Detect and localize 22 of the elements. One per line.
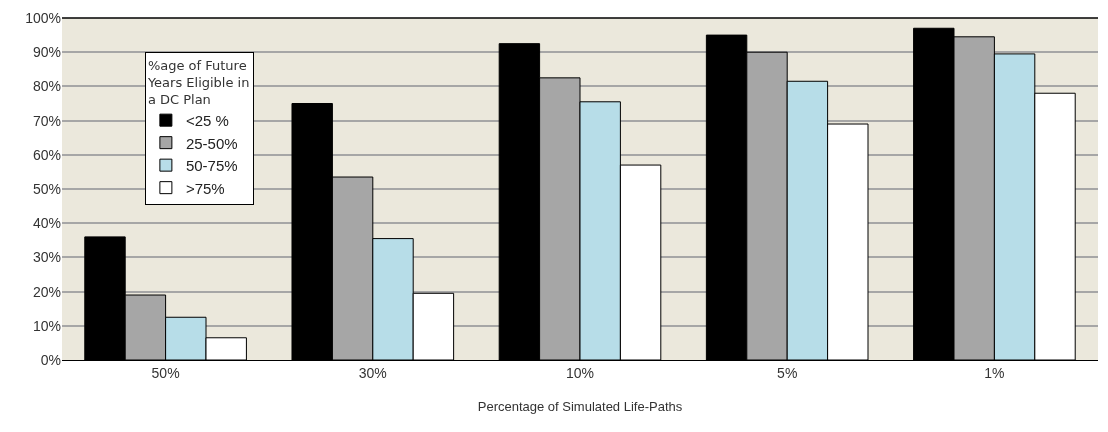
x-tick-label: 5% — [777, 364, 798, 381]
x-tick-label: 10% — [565, 364, 595, 381]
y-tick-label: 20% — [32, 283, 61, 300]
y-tick-label: 50% — [32, 180, 61, 197]
x-tick-label: 1% — [984, 364, 1005, 381]
x-axis-title: Percentage of Simulated Life-Paths — [477, 399, 683, 415]
legend-label: 25-50% — [185, 134, 238, 152]
legend-label: >75% — [185, 179, 225, 197]
legend-title: %age of Future Years Eligible in a DC Plan — [146, 58, 250, 107]
y-tick-label: 10% — [32, 317, 61, 334]
legend-label: <25 % — [185, 112, 229, 129]
y-tick-label: 40% — [32, 215, 61, 232]
legend-label: 50-75% — [185, 157, 238, 174]
y-tick-label: 90% — [32, 44, 61, 61]
y-tick-label: 80% — [32, 78, 61, 95]
x-tick-label: 30% — [358, 364, 387, 381]
x-tick-label: 50% — [151, 364, 180, 381]
y-tick-label: 30% — [32, 249, 61, 266]
y-tick-label: 60% — [32, 146, 61, 163]
y-tick-label: 70% — [32, 112, 61, 129]
y-tick-label: 0% — [40, 351, 61, 368]
y-tick-label: 100% — [25, 9, 61, 26]
